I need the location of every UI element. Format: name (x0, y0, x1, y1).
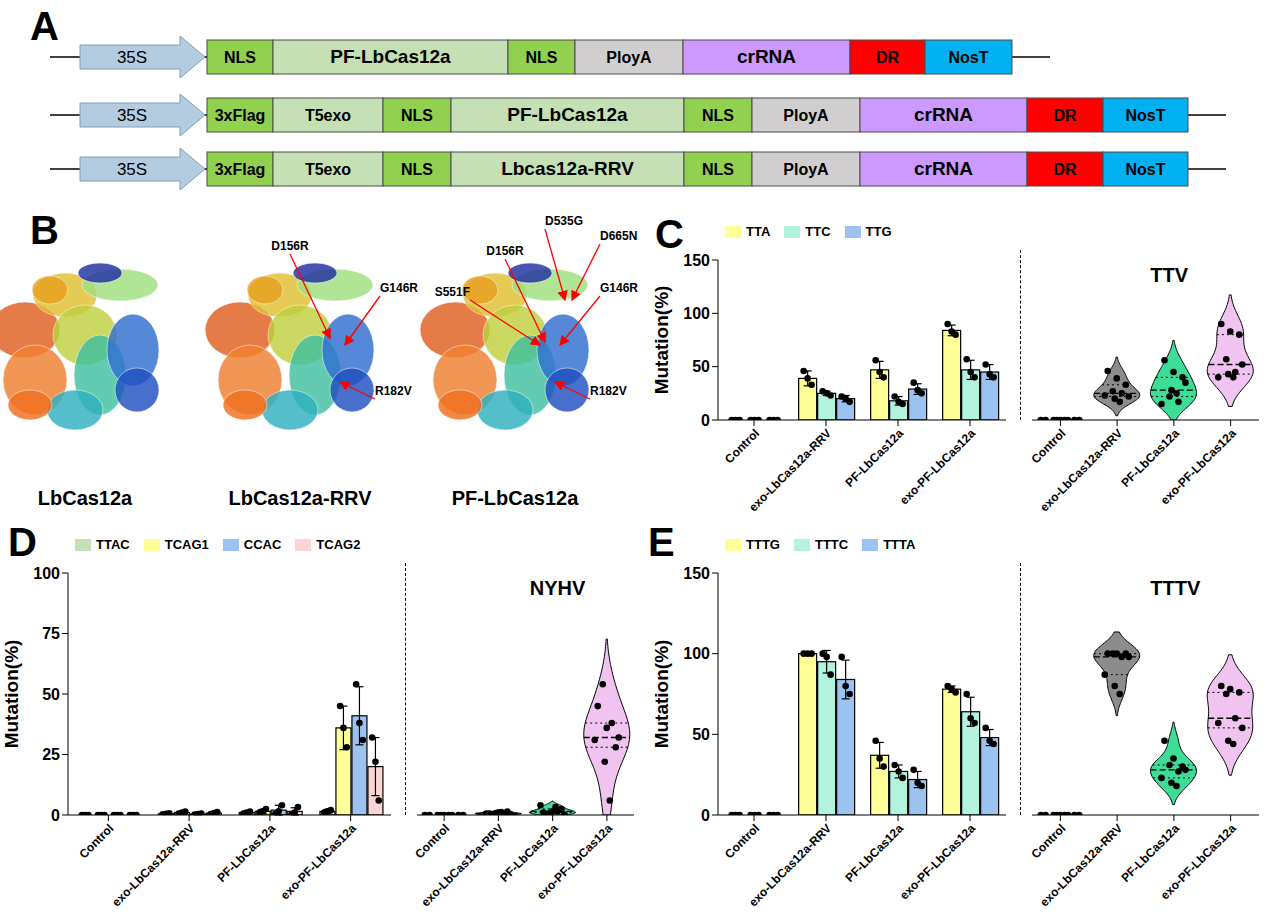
svg-text:NosT: NosT (1126, 161, 1166, 178)
svg-text:75: 75 (42, 625, 60, 642)
svg-text:LbCas12a: LbCas12a (38, 487, 133, 509)
html-text:TCAG1: TCAG1 (164, 537, 209, 552)
svg-text:NLS: NLS (401, 161, 433, 178)
svg-text:exo-PF-LbCas12a: exo-PF-LbCas12a (897, 821, 978, 902)
svg-text:PloyA: PloyA (783, 107, 829, 124)
svg-text:D156R: D156R (486, 244, 524, 258)
html-text:TCAG2: TCAG2 (316, 537, 361, 552)
svg-text:150: 150 (683, 252, 710, 269)
svg-text:DR: DR (1053, 107, 1077, 124)
svg-text:3xFlag: 3xFlag (215, 161, 266, 178)
svg-text:PF-LbCas12a: PF-LbCas12a (842, 821, 906, 885)
svg-text:Mutation(%): Mutation(%) (651, 286, 672, 395)
html-text:D: D (8, 520, 37, 564)
svg-text:DR: DR (1053, 161, 1077, 178)
html-text:E: E (648, 520, 675, 564)
svg-text:Control: Control (1028, 426, 1068, 466)
svg-text:exo-PF-LbCas12a: exo-PF-LbCas12a (1158, 426, 1239, 507)
svg-text:NLS: NLS (224, 49, 256, 66)
svg-text:50: 50 (692, 358, 710, 375)
svg-text:35S: 35S (117, 48, 147, 67)
svg-text:exo-PF-LbCas12a: exo-PF-LbCas12a (1158, 821, 1239, 902)
svg-text:Lbcas12a-RRV: Lbcas12a-RRV (501, 158, 634, 179)
svg-text:crRNA: crRNA (737, 46, 796, 67)
svg-text:PF-LbCas12a: PF-LbCas12a (1118, 821, 1182, 885)
html-text:A: A (30, 4, 59, 48)
svg-text:0: 0 (701, 412, 710, 429)
html-text:C: C (655, 212, 684, 256)
svg-text:exo-PF-LbCas12a: exo-PF-LbCas12a (534, 821, 615, 902)
svg-text:exo-LbCas12a-RRV: exo-LbCas12a-RRV (109, 821, 197, 909)
svg-text:Control: Control (76, 821, 116, 861)
html-text:TTV: TTV (1150, 264, 1188, 286)
svg-text:exo-LbCas12a-RRV: exo-LbCas12a-RRV (1037, 821, 1125, 909)
svg-text:Control: Control (722, 426, 762, 466)
svg-text:T5exo: T5exo (305, 161, 351, 178)
svg-text:25: 25 (42, 746, 60, 763)
html-text:TTAC: TTAC (96, 537, 130, 552)
svg-text:100: 100 (683, 305, 710, 322)
svg-text:PF-LbCas12a: PF-LbCas12a (330, 46, 451, 67)
svg-text:exo-LbCas12a-RRV: exo-LbCas12a-RRV (746, 426, 834, 514)
svg-text:35S: 35S (117, 160, 147, 179)
svg-text:DR: DR (876, 49, 900, 66)
svg-text:NosT: NosT (949, 49, 989, 66)
html-text:TTTA: TTTA (883, 537, 916, 552)
svg-text:crRNA: crRNA (914, 104, 973, 125)
svg-text:PloyA: PloyA (606, 49, 652, 66)
svg-text:exo-LbCas12a-RRV: exo-LbCas12a-RRV (418, 821, 506, 909)
svg-text:Mutation(%): Mutation(%) (1, 640, 22, 749)
svg-text:PloyA: PloyA (783, 161, 829, 178)
svg-text:Control: Control (1028, 821, 1068, 861)
svg-text:PF-LbCas12a: PF-LbCas12a (452, 487, 580, 509)
svg-text:PF-LbCas12a: PF-LbCas12a (214, 821, 278, 885)
svg-text:100: 100 (683, 645, 710, 662)
svg-text:R182V: R182V (590, 384, 627, 398)
svg-text:exo-PF-LbCas12a: exo-PF-LbCas12a (278, 821, 359, 902)
svg-text:0: 0 (51, 807, 60, 824)
svg-text:NosT: NosT (1126, 107, 1166, 124)
svg-text:0: 0 (701, 807, 710, 824)
svg-text:T5exo: T5exo (305, 107, 351, 124)
svg-text:150: 150 (683, 565, 710, 582)
svg-text:D535G: D535G (545, 214, 583, 228)
svg-text:Control: Control (412, 821, 452, 861)
svg-text:exo-LbCas12a-RRV: exo-LbCas12a-RRV (746, 821, 834, 909)
svg-text:exo-PF-LbCas12a: exo-PF-LbCas12a (897, 426, 978, 507)
html-text:TTTG: TTTG (746, 537, 780, 552)
svg-text:S551F: S551F (435, 285, 470, 299)
html-text:CCAC: CCAC (243, 537, 282, 552)
html-text:B: B (30, 208, 59, 252)
svg-text:NLS: NLS (401, 107, 433, 124)
html-text:TTG: TTG (865, 224, 892, 239)
svg-text:100: 100 (33, 565, 60, 582)
svg-text:exo-LbCas12a-RRV: exo-LbCas12a-RRV (1037, 426, 1125, 514)
svg-text:crRNA: crRNA (914, 158, 973, 179)
svg-text:LbCas12a-RRV: LbCas12a-RRV (228, 487, 372, 509)
html-text:TTA: TTA (746, 224, 771, 239)
svg-text:D665N: D665N (600, 229, 637, 243)
html-text:TTTV: TTTV (1150, 577, 1201, 599)
html-text:NYHV: NYHV (529, 577, 586, 599)
svg-text:PF-LbCas12a: PF-LbCas12a (842, 426, 906, 490)
svg-text:PF-LbCas12a: PF-LbCas12a (507, 104, 628, 125)
svg-text:Control: Control (722, 821, 762, 861)
svg-text:G146R: G146R (600, 281, 638, 295)
svg-text:NLS: NLS (526, 49, 558, 66)
svg-text:NLS: NLS (702, 161, 734, 178)
svg-text:G146R: G146R (380, 281, 418, 295)
svg-text:Mutation(%): Mutation(%) (651, 640, 672, 749)
svg-text:PF-LbCas12a: PF-LbCas12a (1118, 426, 1182, 490)
svg-text:35S: 35S (117, 106, 147, 125)
svg-text:R182V: R182V (375, 384, 412, 398)
svg-text:D156R: D156R (271, 239, 309, 253)
svg-text:PF-LbCas12a: PF-LbCas12a (497, 821, 561, 885)
svg-text:50: 50 (42, 686, 60, 703)
html-text:TTC: TTC (805, 224, 831, 239)
svg-text:NLS: NLS (702, 107, 734, 124)
html-text:TTTC: TTTC (814, 537, 849, 552)
svg-text:50: 50 (692, 726, 710, 743)
svg-text:3xFlag: 3xFlag (215, 107, 266, 124)
